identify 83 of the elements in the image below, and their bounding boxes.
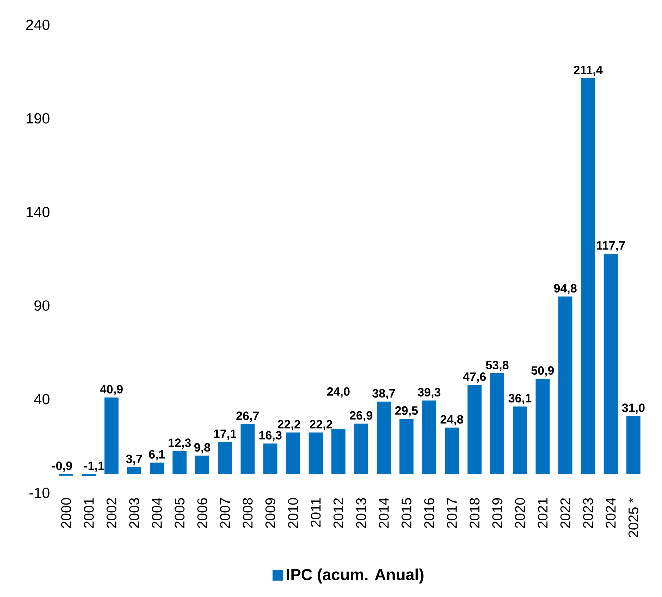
- data-label: 31,0: [622, 404, 645, 414]
- data-label: 26,9: [350, 411, 373, 422]
- data-label: 24,8: [440, 415, 464, 426]
- x-tick-label: 2023: [583, 498, 594, 528]
- bar: [604, 254, 618, 474]
- bar: [400, 419, 414, 474]
- bar: [536, 378, 550, 474]
- x-tick-label: 2016: [424, 498, 434, 528]
- x-tick-label: 2004: [152, 498, 162, 528]
- bar: [626, 416, 641, 474]
- x-tick-label: 2012: [334, 498, 344, 528]
- data-label: 211,4: [574, 66, 603, 76]
- data-label: 38,7: [372, 389, 396, 400]
- data-label: 9,8: [194, 443, 210, 454]
- x-tick-label: 2010: [288, 498, 298, 528]
- bar: [264, 444, 278, 474]
- data-label: 36,1: [508, 394, 532, 404]
- bar: [513, 406, 528, 474]
- bar: [218, 442, 232, 474]
- x-tick-label: 2018: [470, 498, 480, 528]
- x-tick-label: 2007: [220, 498, 230, 528]
- x-tick-label: 2025 *: [628, 498, 639, 538]
- x-tick-label: 2021: [538, 498, 548, 528]
- data-label: 39,3: [418, 388, 441, 398]
- x-tick-label: 2017: [447, 498, 458, 528]
- bar: [490, 374, 505, 474]
- bar: [422, 400, 436, 474]
- data-label: 53,8: [486, 361, 509, 372]
- y-tick-label: 190: [26, 113, 50, 124]
- bar: [354, 424, 368, 474]
- data-label: 94,8: [554, 284, 577, 295]
- x-tick-label: 2000: [61, 498, 72, 528]
- x-tick-label: 2014: [379, 498, 390, 528]
- bar: [581, 78, 596, 474]
- bar: [468, 385, 482, 474]
- x-tick-label: 2006: [198, 498, 208, 528]
- data-label: 17,1: [214, 430, 237, 440]
- x-tick-label: 2011: [311, 498, 321, 528]
- x-tick-label: 2003: [129, 498, 140, 528]
- x-tick-label: 2009: [266, 498, 276, 528]
- x-tick-label: 2015: [402, 498, 412, 528]
- y-tick-label: 40: [34, 394, 50, 405]
- y-tick-label: 240: [26, 20, 50, 30]
- legend-label: IPC (acum. Anual): [287, 568, 424, 584]
- x-tick-label: 2020: [515, 498, 526, 528]
- data-label: -0,9: [52, 462, 72, 472]
- y-tick-label: -10: [30, 488, 50, 498]
- bar: [240, 424, 255, 474]
- data-label: 117,7: [597, 242, 626, 252]
- bar: [286, 432, 300, 474]
- data-label: 6,1: [149, 450, 166, 461]
- data-label: 22,2: [278, 420, 300, 430]
- x-tick-label: 2005: [174, 498, 185, 528]
- data-label: 12,3: [168, 438, 192, 449]
- x-tick-label: 2013: [356, 498, 366, 528]
- bar: [445, 428, 460, 474]
- y-tick-label: 140: [26, 207, 50, 218]
- bar: [332, 429, 346, 474]
- bar: [558, 296, 573, 474]
- data-label: -1,1: [84, 462, 104, 472]
- bar: [172, 451, 187, 474]
- x-tick-label: 2019: [492, 498, 502, 528]
- data-label: 50,9: [532, 366, 554, 377]
- bar: [195, 456, 210, 474]
- data-label: 3,7: [126, 454, 142, 466]
- data-label: 22,2: [310, 420, 332, 430]
- data-label: 16,3: [260, 431, 282, 442]
- data-label: 24,0: [327, 388, 350, 398]
- bar: [104, 398, 119, 474]
- bar: [377, 402, 392, 474]
- y-tick-label: 90: [34, 300, 50, 311]
- x-tick-label: 2001: [84, 498, 94, 528]
- bar: [150, 462, 164, 474]
- x-tick-label: 2022: [560, 498, 571, 528]
- bar: [127, 467, 142, 474]
- data-label: 40,9: [100, 385, 123, 396]
- bar: [308, 432, 323, 474]
- x-tick-label: 2008: [242, 498, 253, 528]
- x-tick-label: 2002: [106, 498, 117, 528]
- data-label: 29,5: [395, 406, 418, 417]
- data-label: 47,6: [463, 372, 486, 383]
- x-tick-label: 2024: [606, 498, 616, 528]
- data-label: 26,7: [236, 412, 260, 422]
